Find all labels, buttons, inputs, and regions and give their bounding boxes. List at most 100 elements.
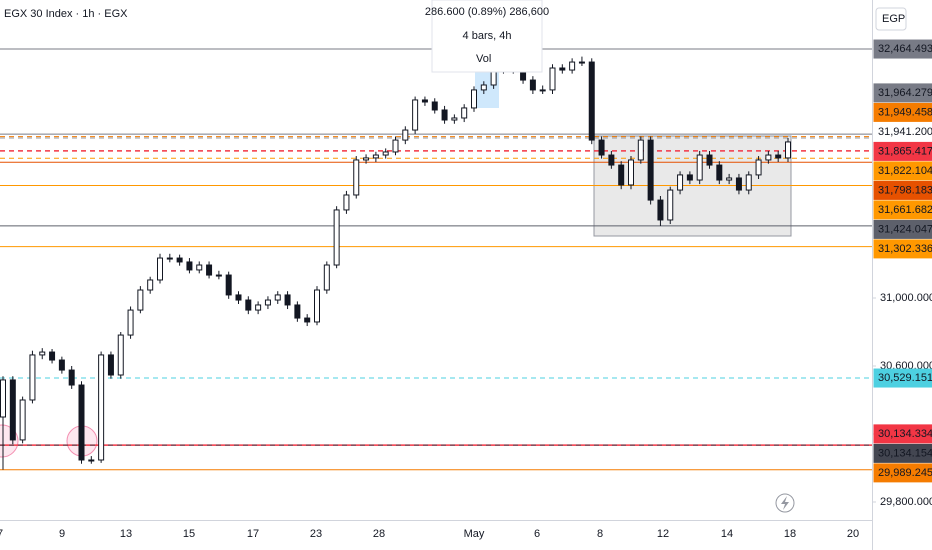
candle-body xyxy=(353,159,360,196)
price-label-box xyxy=(873,141,932,161)
x-tick-label: 23 xyxy=(310,528,322,540)
price-label-box xyxy=(873,180,932,200)
candle-body xyxy=(412,99,419,131)
currency: EGP xyxy=(882,13,905,25)
candle-body xyxy=(49,351,56,361)
candle-body xyxy=(785,141,791,159)
candle-body xyxy=(196,264,203,271)
candle-body xyxy=(235,294,242,301)
x-tick-label: 15 xyxy=(183,528,195,540)
price-label-box xyxy=(873,219,932,239)
candle-body xyxy=(323,264,330,291)
price-label: 29,989.245 xyxy=(878,467,932,479)
candle-body xyxy=(461,107,468,119)
candle-body xyxy=(637,139,644,161)
tooltip-range: 4 bars, 4h xyxy=(463,30,512,42)
candle-body xyxy=(657,199,664,221)
price-label-box xyxy=(873,102,932,122)
x-tick-label: 12 xyxy=(657,528,669,540)
candle-body xyxy=(9,379,16,441)
candle-body xyxy=(215,274,222,277)
candle-body xyxy=(117,334,124,376)
candle-body xyxy=(107,354,114,376)
candle-body xyxy=(667,189,674,221)
header-bg xyxy=(0,0,150,20)
candle-body xyxy=(264,299,271,306)
candle-body xyxy=(745,174,752,191)
price-label-box xyxy=(873,368,932,388)
candle-body xyxy=(78,384,85,461)
candle-body xyxy=(706,154,713,166)
price-label: 31,941.200 xyxy=(878,126,932,138)
candle-body xyxy=(98,354,105,461)
candle-body xyxy=(186,261,193,271)
candle-body xyxy=(775,154,782,159)
candle-body xyxy=(735,177,742,191)
price-label: 30,134.334 xyxy=(878,428,932,440)
candle-body xyxy=(765,154,772,161)
candle-body xyxy=(225,274,232,296)
y-tick-label: 31,000.000 xyxy=(880,292,932,304)
plot-area xyxy=(0,48,872,471)
x-tick-label: 18 xyxy=(784,528,796,540)
x-tick-label: 8 xyxy=(597,528,603,540)
price-label-box xyxy=(873,463,932,483)
candle-body xyxy=(343,194,350,211)
x-tick-label: 6 xyxy=(534,528,540,540)
candle-body xyxy=(755,159,762,176)
candle-body xyxy=(68,369,75,386)
tooltip-box xyxy=(431,0,543,73)
candle-body xyxy=(559,67,566,71)
candle-body xyxy=(716,164,723,181)
candle-body xyxy=(58,359,65,371)
candle-body xyxy=(147,279,154,291)
price-label: 31,661.682 xyxy=(878,204,932,216)
candle-body xyxy=(686,174,693,181)
candle-body xyxy=(137,289,144,311)
candle-body xyxy=(598,139,605,156)
price-label: 30,529.151 xyxy=(878,372,932,384)
candle-body xyxy=(382,151,389,156)
candle-body xyxy=(372,154,379,159)
candle-body xyxy=(333,209,340,266)
price-label: 31,424.047 xyxy=(878,223,932,235)
tooltip-change: 286.600 (0.89%) 286,600 xyxy=(425,6,549,18)
candle-body xyxy=(255,304,262,311)
price-label-box xyxy=(873,200,932,220)
candle-body xyxy=(29,354,36,401)
candle-body xyxy=(402,129,409,141)
candle-body xyxy=(441,109,448,121)
x-tick-label: 17 xyxy=(247,528,259,540)
candle-body xyxy=(392,139,399,153)
candle-body xyxy=(677,174,684,191)
candle-body xyxy=(245,299,252,311)
candle-body xyxy=(588,61,595,141)
candle-body xyxy=(608,154,615,166)
lightning-icon[interactable] xyxy=(775,493,795,513)
price-label: 30,134.154 xyxy=(878,447,932,459)
price-label: 31,822.104 xyxy=(878,165,932,177)
price-label: 31,964.279 xyxy=(878,87,932,99)
candle-body xyxy=(127,309,134,336)
candle-body xyxy=(176,257,183,263)
price-label-box xyxy=(873,424,932,444)
x-tick-label: May xyxy=(464,528,485,540)
x-tick-label: 28 xyxy=(373,528,385,540)
candle-body xyxy=(157,257,163,281)
candle-body xyxy=(726,177,733,181)
candle-body xyxy=(274,294,281,301)
tooltip: 286.600 (0.89%) 286,600 4 bars, 4h Vol xyxy=(425,0,549,73)
x-tick-label: 9 xyxy=(59,528,65,540)
candle-body xyxy=(314,289,320,323)
price-label: 31,949.458 xyxy=(878,106,932,118)
price-label-box xyxy=(873,122,932,142)
candle-body xyxy=(294,304,301,319)
y-tick-label: 29,800.000 xyxy=(880,496,932,508)
price-label-box xyxy=(873,83,932,103)
currency-box[interactable] xyxy=(875,7,907,31)
candle-body xyxy=(578,61,585,64)
candle-body xyxy=(569,61,576,71)
candle-body xyxy=(304,317,311,323)
candle-body xyxy=(166,257,173,260)
candle-body xyxy=(363,157,370,161)
